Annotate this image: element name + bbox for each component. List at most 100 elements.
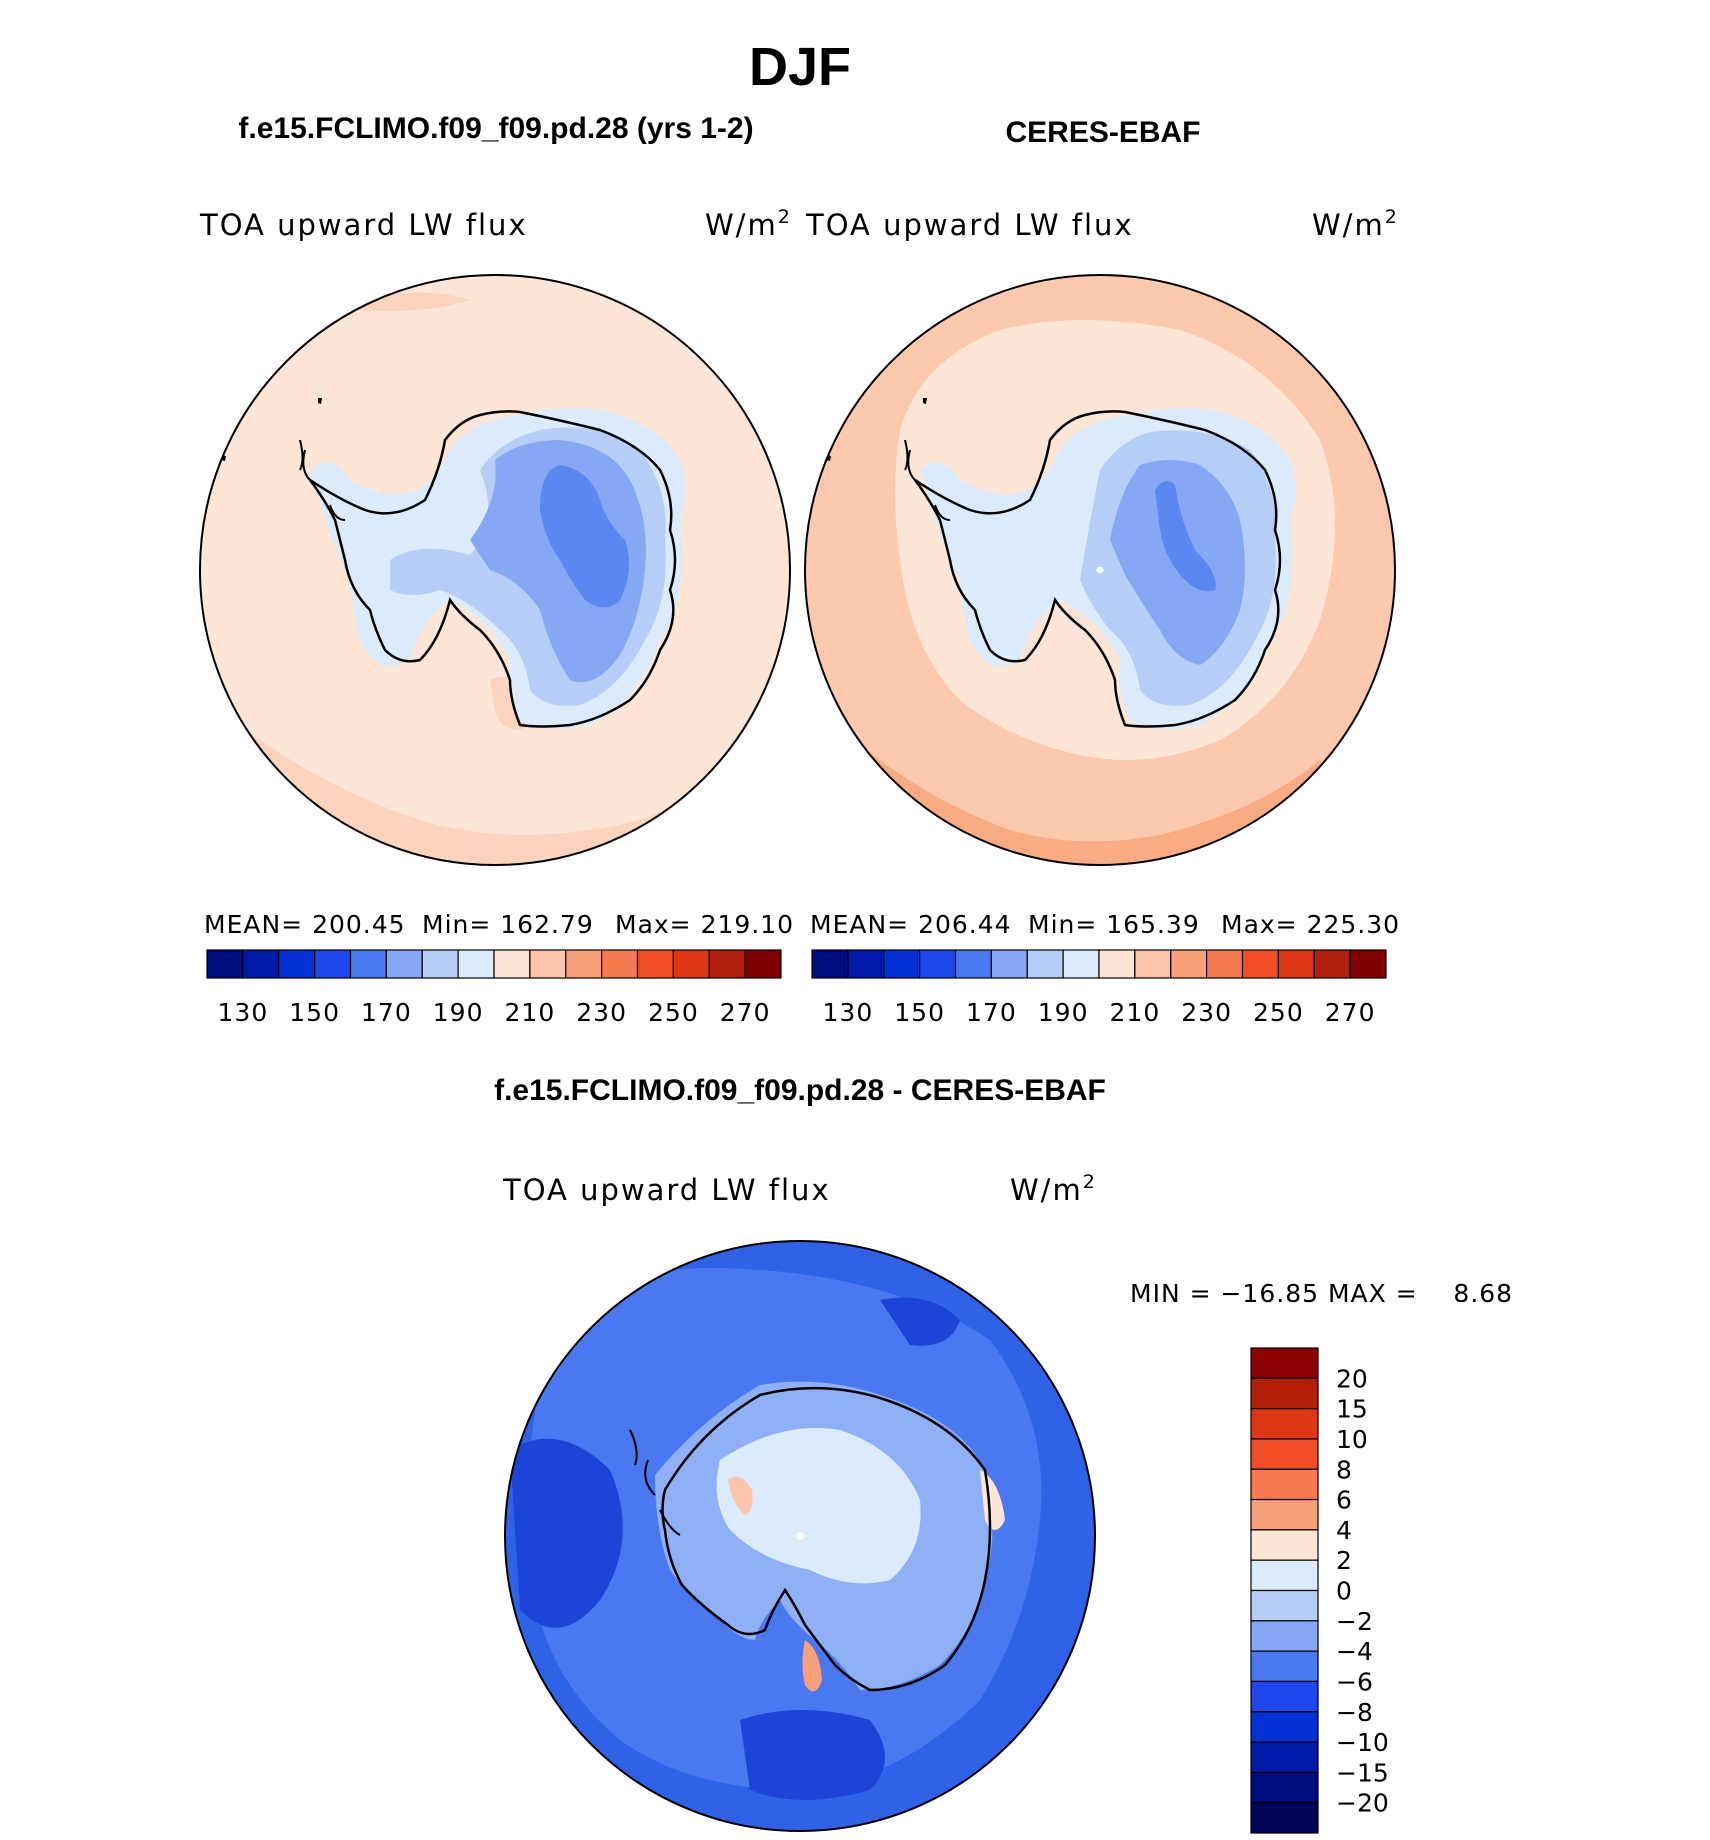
right-colorbar-swatch bbox=[847, 949, 885, 979]
right-colorbar-tick-label: 150 bbox=[894, 998, 945, 1027]
right-colorbar-tick-label: 250 bbox=[1253, 998, 1304, 1027]
diff-map-pole-dot bbox=[796, 1532, 804, 1540]
right-colorbar-tick-label: 210 bbox=[1110, 998, 1161, 1027]
left-colorbar-tick-label: 230 bbox=[576, 998, 627, 1027]
diff-colorbar-swatch bbox=[1250, 1802, 1319, 1834]
diff-colorbar-swatch bbox=[1250, 1741, 1319, 1773]
left-colorbar-swatch bbox=[601, 949, 639, 979]
left-panel-title: f.e15.FCLIMO.f09_f09.pd.28 (yrs 1-2) bbox=[238, 112, 753, 145]
diff-colorbar-tick-label: 0 bbox=[1336, 1577, 1352, 1606]
right-colorbar-swatch bbox=[1313, 949, 1351, 979]
left-units-sup: 2 bbox=[778, 206, 792, 228]
right-polar-map bbox=[805, 275, 1395, 865]
right-colorbar-swatch bbox=[1349, 949, 1387, 979]
diff-polar-map bbox=[505, 1241, 1095, 1831]
diff-colorbar-tick-label: 4 bbox=[1336, 1516, 1352, 1545]
right-map-border bbox=[804, 274, 1396, 866]
right-colorbar-swatch bbox=[990, 949, 1028, 979]
right-colorbar-swatch bbox=[1026, 949, 1064, 979]
left-colorbar-swatch bbox=[708, 949, 746, 979]
right-colorbar-swatch bbox=[883, 949, 921, 979]
left-colorbar-swatch bbox=[206, 949, 244, 979]
right-panel-title: CERES-EBAF bbox=[1005, 116, 1200, 149]
left-colorbar-swatch bbox=[385, 949, 423, 979]
left-colorbar-swatch bbox=[457, 949, 495, 979]
left-colorbar-tick-label: 170 bbox=[361, 998, 412, 1027]
right-mean-stat: MEAN= 206.44 bbox=[810, 910, 1012, 939]
right-min-stat: Min= 165.39 bbox=[1028, 910, 1200, 939]
right-colorbar-tick-label: 130 bbox=[823, 998, 874, 1027]
right-colorbar-swatch bbox=[1134, 949, 1172, 979]
left-colorbar-swatch bbox=[421, 949, 459, 979]
diff-panel-title: f.e15.FCLIMO.f09_f09.pd.28 - CERES-EBAF bbox=[494, 1074, 1106, 1107]
left-colorbar-tick-label: 210 bbox=[505, 998, 556, 1027]
diff-colorbar-tick-label: 2 bbox=[1336, 1546, 1352, 1575]
left-map-warm-band-top bbox=[360, 292, 470, 312]
left-map-ice-4 bbox=[540, 465, 629, 608]
right-variable-label: TOA upward LW flux bbox=[805, 208, 1134, 242]
left-colorbar-tick-label: 270 bbox=[720, 998, 771, 1027]
left-colorbar-swatch bbox=[242, 949, 280, 979]
left-mean-stat: MEAN= 200.45 bbox=[204, 910, 406, 939]
diff-colorbar-tick-label: −4 bbox=[1336, 1637, 1373, 1666]
diff-units-label: W/m2 bbox=[1010, 1171, 1097, 1207]
diff-map-coastline bbox=[661, 1386, 992, 1692]
right-colorbar-swatch bbox=[1241, 949, 1279, 979]
right-colorbar-tick-label: 230 bbox=[1181, 998, 1232, 1027]
right-colorbar-swatch bbox=[1062, 949, 1100, 979]
left-colorbar-swatch bbox=[565, 949, 603, 979]
left-units-text: W/m bbox=[705, 208, 778, 242]
left-colorbar-tick-label: 190 bbox=[433, 998, 484, 1027]
right-map-peninsula bbox=[904, 439, 951, 521]
right-units-label: W/m2 bbox=[1312, 206, 1399, 242]
diff-variable-label: TOA upward LW flux bbox=[502, 1173, 831, 1207]
left-colorbar-tick-label: 250 bbox=[648, 998, 699, 1027]
diff-colorbar-swatch bbox=[1250, 1438, 1319, 1470]
right-colorbar-swatch bbox=[1098, 949, 1136, 979]
right-units-sup: 2 bbox=[1385, 206, 1399, 228]
right-max-stat: Max= 225.30 bbox=[1221, 910, 1400, 939]
left-colorbar-swatch bbox=[314, 949, 352, 979]
left-colorbar-swatch bbox=[349, 949, 387, 979]
left-colorbar-swatch bbox=[636, 949, 674, 979]
diff-colorbar-tick-label: 10 bbox=[1336, 1425, 1368, 1454]
diff-colorbar-swatch bbox=[1250, 1711, 1319, 1743]
right-map-coastline bbox=[913, 410, 1282, 728]
diff-units-text: W/m bbox=[1010, 1173, 1083, 1207]
diff-map-dark-patch-2 bbox=[740, 1710, 885, 1800]
right-colorbar-swatch bbox=[811, 949, 849, 979]
left-colorbar-swatch bbox=[744, 949, 782, 979]
diff-colorbar-swatch bbox=[1250, 1408, 1319, 1440]
right-colorbar-swatch bbox=[954, 949, 992, 979]
diff-map-peninsula bbox=[629, 1429, 681, 1536]
diff-map-warm-1 bbox=[728, 1476, 753, 1515]
left-max-stat: Max= 219.10 bbox=[615, 910, 794, 939]
right-colorbar-swatch bbox=[1206, 949, 1244, 979]
diff-map-dark-patch-3 bbox=[880, 1297, 960, 1346]
diff-colorbar-swatch bbox=[1250, 1347, 1319, 1379]
diff-colorbar-swatch bbox=[1250, 1377, 1319, 1410]
diff-map-dark-patch-1 bbox=[510, 1438, 623, 1628]
right-colorbar-tick-label: 270 bbox=[1325, 998, 1376, 1027]
diff-colorbar-swatch bbox=[1250, 1498, 1319, 1531]
left-colorbar-swatch bbox=[278, 949, 316, 979]
left-map-border bbox=[199, 274, 791, 866]
left-min-stat: Min= 162.79 bbox=[422, 910, 594, 939]
diff-colorbar-swatch bbox=[1250, 1559, 1319, 1592]
diff-colorbar-tick-label: 15 bbox=[1336, 1395, 1368, 1424]
right-colorbar-swatch bbox=[1277, 949, 1315, 979]
diff-colorbar-swatch bbox=[1250, 1771, 1319, 1804]
right-map-pole-dot bbox=[1096, 566, 1104, 574]
diff-colorbar-tick-label: 8 bbox=[1336, 1455, 1352, 1484]
diff-colorbar-tick-label: −8 bbox=[1336, 1698, 1373, 1727]
diff-colorbar-swatch bbox=[1250, 1589, 1319, 1622]
diff-units-sup: 2 bbox=[1083, 1171, 1097, 1193]
diff-colorbar-tick-label: 6 bbox=[1336, 1486, 1352, 1515]
left-variable-label: TOA upward LW flux bbox=[199, 208, 528, 242]
diff-map-border bbox=[504, 1240, 1096, 1832]
right-units-text: W/m bbox=[1312, 208, 1385, 242]
left-colorbar-swatch bbox=[529, 949, 567, 979]
diff-colorbar-tick-label: −2 bbox=[1336, 1607, 1373, 1636]
